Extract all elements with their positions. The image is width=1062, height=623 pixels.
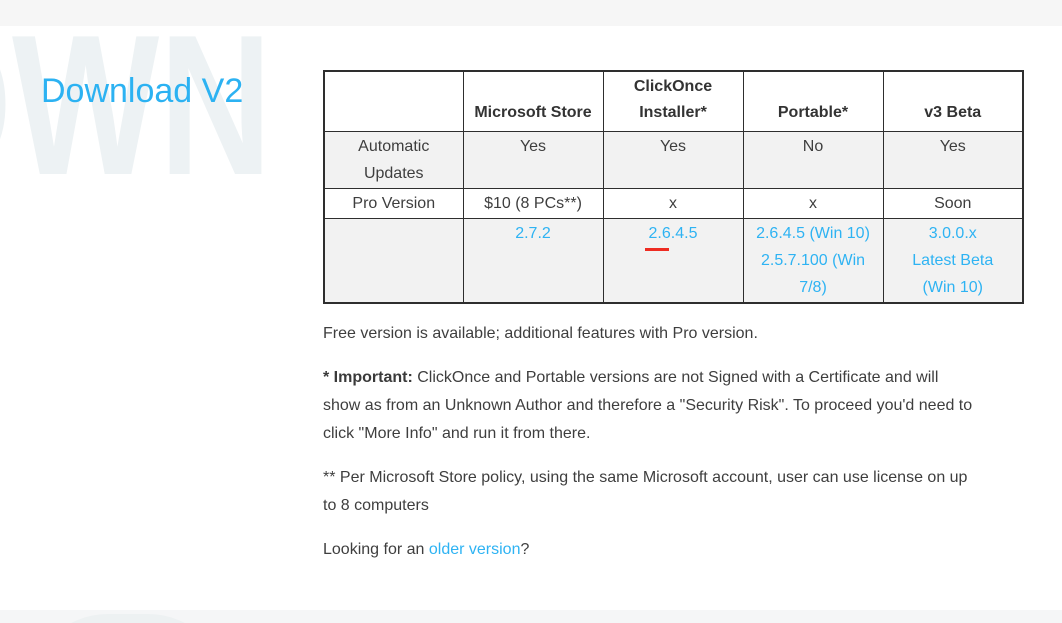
note-store-policy-line1: ** Per Microsoft Store policy, using the…	[323, 469, 968, 486]
background-watermark-text: DOWNLOAD	[0, 32, 274, 182]
older-version-line: Looking for an older version?	[323, 536, 1023, 564]
store-version-link[interactable]: 2.7.2	[515, 225, 551, 242]
column-header-v3-beta: v3 Beta	[882, 70, 1024, 132]
note-free-version-text: Free version is available; additional fe…	[323, 325, 758, 342]
older-version-link[interactable]: older version	[428, 541, 521, 558]
column-header-microsoft-store: Microsoft Store	[462, 70, 604, 132]
download-options-table: Microsoft Store ClickOnce Installer* Por…	[323, 70, 1024, 304]
cell-pro-store: $10 (8 PCs**)	[462, 188, 604, 219]
page-title: Download V2	[41, 72, 244, 110]
note-free-version: Free version is available; additional fe…	[323, 320, 1023, 348]
row-label-pro-version: Pro Version	[323, 188, 464, 219]
cell-download-store: 2.7.2	[462, 218, 604, 304]
note-store-policy: ** Per Microsoft Store policy, using the…	[323, 464, 1023, 520]
older-version-suffix: ?	[520, 541, 530, 558]
cell-updates-beta: Yes	[882, 131, 1024, 189]
download-section: Microsoft Store ClickOnce Installer* Por…	[323, 70, 1024, 564]
portable-win10-link[interactable]: 2.6.4.5 (Win 10)	[756, 225, 870, 242]
beta-win10-link[interactable]: (Win 10)	[922, 279, 983, 296]
note-important-line2: show as from an Unknown Author and there…	[323, 397, 973, 414]
header-label: v3 Beta	[924, 104, 982, 121]
table-row-download-links: 2.7.2 2.6.4.5 2.6.4.5 (Win 10) 2.5.7.100…	[323, 218, 1024, 304]
beta-latest-link[interactable]: Latest Beta	[912, 252, 994, 269]
note-important-line3: click "More Info" and run it from there.	[323, 425, 591, 442]
cell-pro-beta: Soon	[882, 188, 1024, 219]
beta-version-link[interactable]: 3.0.0.x	[928, 225, 977, 242]
background-watermark: DOWNLOAD	[0, 32, 274, 182]
column-header-portable: Portable*	[742, 70, 884, 132]
note-important-line1-rest: ClickOnce and Portable versions are not …	[412, 369, 939, 386]
table-header-row: Microsoft Store ClickOnce Installer* Por…	[323, 70, 1024, 132]
note-important-line1: * Important: ClickOnce and Portable vers…	[323, 364, 1023, 392]
table-row-automatic-updates: Automatic Updates Yes Yes No Yes	[323, 131, 1024, 189]
header-label: Portable*	[777, 104, 849, 121]
header-label: Microsoft Store	[474, 104, 592, 121]
empty-header-cell	[323, 70, 464, 132]
row-label-downloads	[323, 218, 464, 304]
cell-updates-portable: No	[742, 131, 884, 189]
header-label-line2: Installer*	[639, 104, 707, 121]
footer-watermark-shape	[28, 614, 228, 623]
cell-updates-store: Yes	[462, 131, 604, 189]
row-label-automatic-updates: Automatic Updates	[323, 131, 464, 189]
clickonce-version-link[interactable]: 2.6.4.5	[648, 225, 698, 242]
column-header-clickonce-installer: ClickOnce Installer*	[602, 70, 744, 132]
cell-download-beta: 3.0.0.x Latest Beta (Win 10)	[882, 218, 1024, 304]
bottom-page-edge	[0, 610, 1062, 623]
red-underline-mark	[644, 248, 669, 251]
table-row-pro-version: Pro Version $10 (8 PCs**) x x Soon	[323, 188, 1024, 219]
header-label-line1: ClickOnce	[633, 78, 713, 95]
older-version-prefix: Looking for an	[323, 541, 429, 558]
important-label: * Important:	[323, 369, 413, 386]
cell-pro-clickonce: x	[602, 188, 744, 219]
cell-pro-portable: x	[742, 188, 884, 219]
portable-win78-link[interactable]: 2.5.7.100 (Win 7/8)	[760, 252, 866, 296]
note-store-policy-line2: to 8 computers	[323, 497, 429, 514]
cell-download-portable: 2.6.4.5 (Win 10) 2.5.7.100 (Win 7/8)	[742, 218, 884, 304]
top-page-edge	[0, 0, 1062, 26]
note-important: * Important: ClickOnce and Portable vers…	[323, 364, 1023, 448]
cell-updates-clickonce: Yes	[602, 131, 744, 189]
cell-download-clickonce: 2.6.4.5	[602, 218, 744, 304]
